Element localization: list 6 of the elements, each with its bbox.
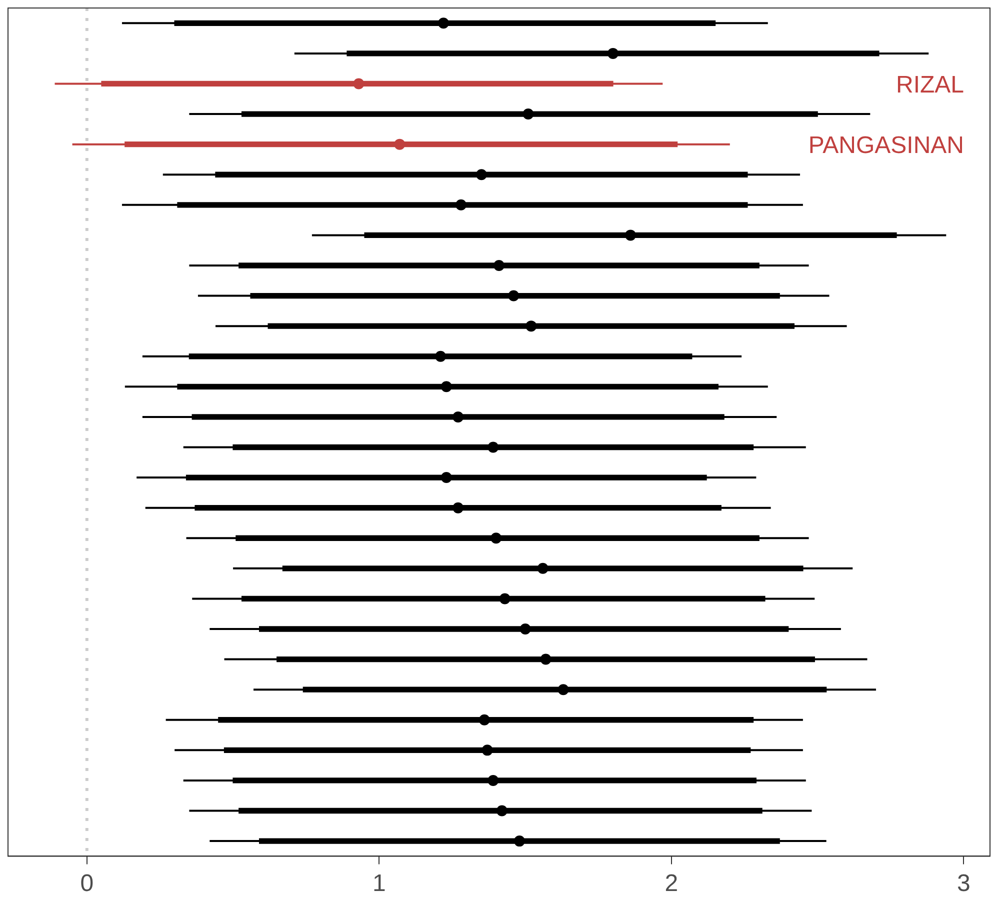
y-tick-label: RIZAL [896,71,964,98]
x-tick-label: 0 [80,870,94,898]
x-tick-label: 3 [957,870,970,898]
x-tick-label: 1 [372,870,386,898]
x-tick-label: 2 [664,870,678,898]
y-tick-label: PANGASINAN [808,132,964,159]
